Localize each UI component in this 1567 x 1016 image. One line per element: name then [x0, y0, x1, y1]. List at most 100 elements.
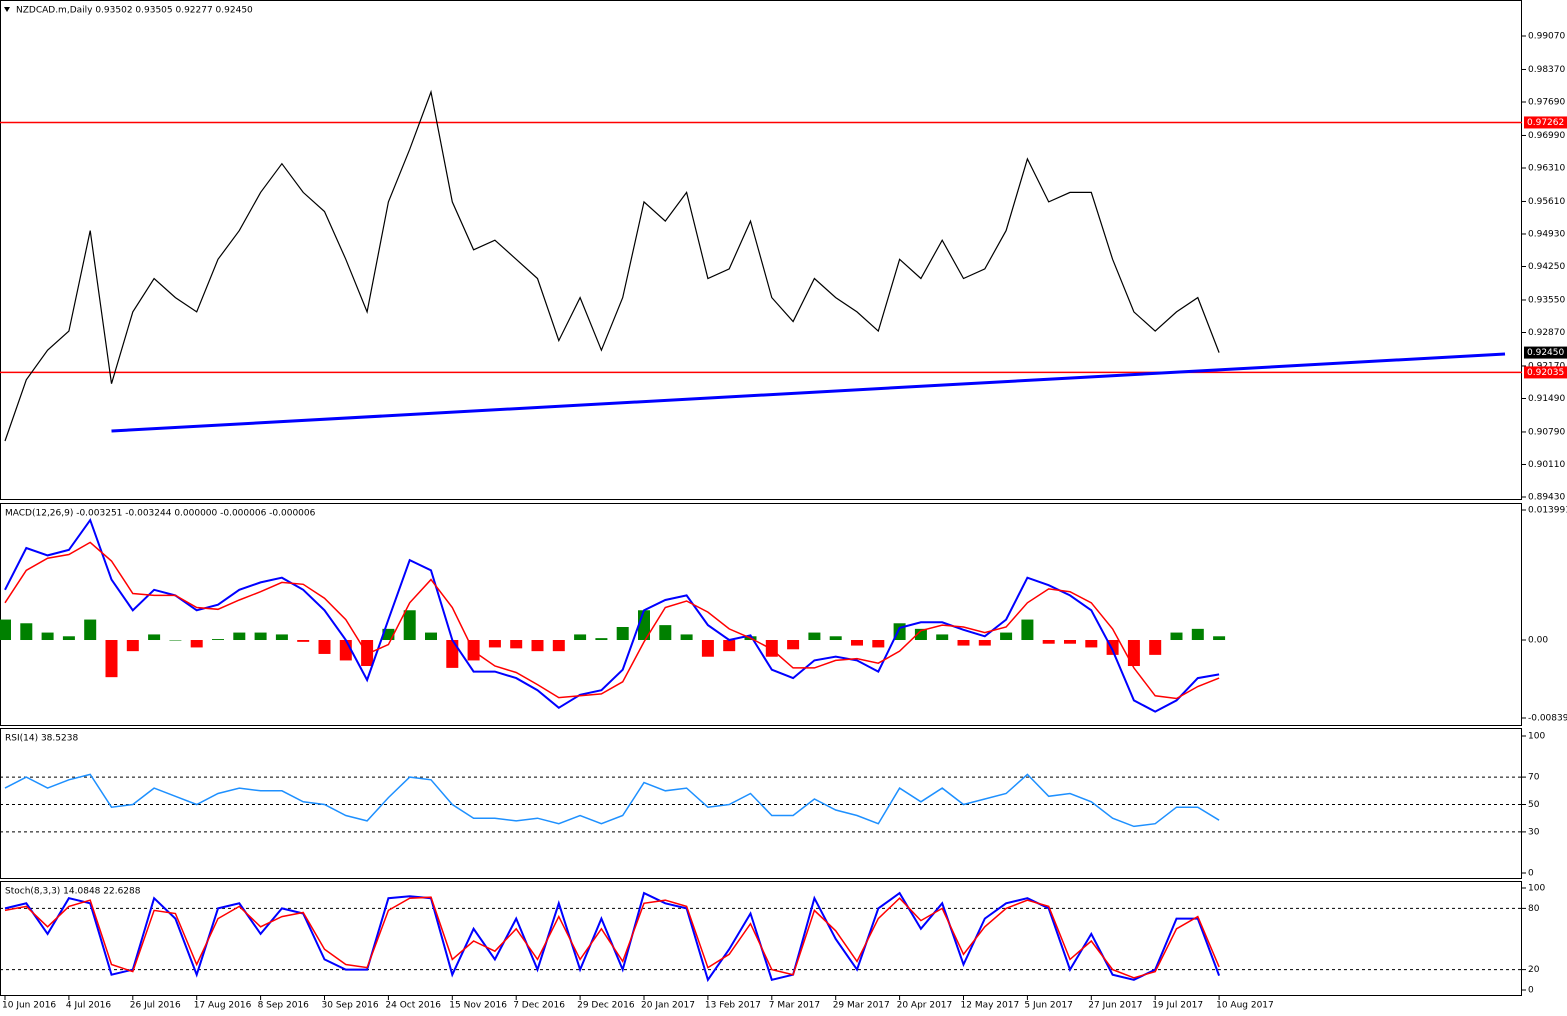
rsi-title: RSI(14) 38.5238: [5, 734, 78, 744]
x-tick-label: 17 Aug 2016: [194, 1001, 252, 1011]
x-tick-label: 24 Oct 2016: [385, 1001, 441, 1011]
histogram-bar: [914, 628, 927, 641]
histogram-bar: [233, 632, 246, 641]
histogram-bar: [148, 634, 161, 641]
y-tick-label: 70: [1528, 773, 1540, 783]
histogram-bar: [1021, 619, 1034, 641]
histogram-bar: [808, 632, 821, 641]
histogram-bar: [787, 640, 800, 650]
histogram-bar: [574, 634, 587, 641]
price-pane: [0, 0, 1522, 500]
histogram-bar: [20, 623, 33, 641]
series-line: [4, 891, 1221, 983]
histogram-bar: [403, 610, 416, 641]
x-tick-label: 30 Sep 2016: [322, 1001, 379, 1011]
x-tick-label: 29 Dec 2016: [577, 1001, 635, 1011]
stoch-pane: [0, 881, 1522, 996]
price-title: NZDCAD.m,Daily 0.93502 0.93505 0.92277 0…: [16, 6, 253, 16]
histogram-bar: [595, 638, 608, 641]
histogram-bar: [1042, 640, 1055, 644]
x-tick-label: 7 Dec 2016: [513, 1001, 565, 1011]
x-tick-label: 20 Apr 2017: [897, 1001, 953, 1011]
histogram-bar: [488, 640, 501, 648]
x-tick-label: 20 Jan 2017: [641, 1001, 695, 1011]
level-label: 0.92035: [1527, 368, 1564, 378]
series-line: [4, 541, 1220, 700]
histogram-bar: [659, 625, 672, 641]
histogram-bar: [169, 640, 182, 641]
y-tick-label: 50: [1528, 800, 1540, 810]
histogram-bar: [254, 632, 267, 641]
series-line: [4, 773, 1220, 828]
histogram-bar: [829, 636, 842, 641]
y-tick-label: 0.013991: [1528, 506, 1567, 516]
x-tick-label: 19 Jul 2017: [1152, 1001, 1203, 1011]
rsi-pane: [0, 728, 1522, 879]
y-tick-label: 0.92870: [1528, 328, 1565, 338]
y-tick-label: 0.90790: [1528, 427, 1565, 437]
macd-title: MACD(12,26,9) -0.003251 -0.003244 0.0000…: [5, 509, 316, 519]
y-tick-label: 0.94930: [1528, 229, 1565, 239]
x-tick-label: 26 Jul 2016: [130, 1001, 181, 1011]
histogram-bar: [126, 640, 139, 652]
histogram-bar: [190, 640, 203, 648]
trend-line: [111, 352, 1506, 433]
level-label: 0.97262: [1527, 118, 1564, 128]
histogram-bar: [1085, 640, 1098, 648]
histogram-bar: [936, 634, 949, 641]
histogram-bar: [1213, 636, 1226, 641]
y-tick-label: 30: [1528, 827, 1540, 837]
x-tick-label: 5 Jun 2017: [1024, 1001, 1072, 1011]
y-tick-label: 0.96990: [1528, 131, 1565, 141]
histogram-bar: [531, 640, 544, 652]
x-tick-label: 29 Mar 2017: [833, 1001, 890, 1011]
y-tick-label: 80: [1528, 904, 1540, 914]
histogram-bar: [616, 626, 629, 641]
x-tick-label: 27 Jun 2017: [1088, 1001, 1142, 1011]
histogram-bar: [872, 640, 885, 648]
histogram-bar: [339, 640, 352, 661]
x-tick-label: 10 Jun 2016: [2, 1001, 56, 1011]
price-badge-label: 0.92450: [1527, 348, 1564, 358]
level-badge: [1524, 116, 1567, 129]
histogram-bar: [41, 632, 54, 641]
price-badge: [1524, 346, 1567, 359]
histogram-bar: [0, 619, 11, 641]
histogram-bar: [1064, 640, 1076, 644]
histogram-bar: [723, 640, 736, 652]
y-tick-label: 100: [1528, 884, 1545, 894]
histogram-bar: [1149, 640, 1162, 655]
histogram-bar: [382, 628, 395, 641]
menu-arrow[interactable]: [4, 7, 10, 12]
y-tick-label: 0: [1528, 869, 1534, 879]
y-tick-label: 0.96310: [1528, 163, 1565, 173]
series-line: [4, 896, 1220, 979]
histogram-bar: [1000, 632, 1013, 641]
histogram-bar: [552, 640, 565, 652]
macd-pane: [0, 503, 1522, 726]
histogram-bar: [297, 640, 310, 642]
histogram-bar: [680, 634, 693, 641]
x-tick-label: 15 Nov 2016: [449, 1001, 507, 1011]
y-tick-label: 0.99070: [1528, 32, 1565, 42]
y-tick-label: 100: [1528, 732, 1545, 742]
x-tick-label: 8 Sep 2016: [258, 1001, 310, 1011]
histogram-bar: [701, 640, 714, 657]
histogram-bar: [105, 640, 118, 678]
y-tick-label: 20: [1528, 965, 1540, 975]
y-tick-label: 0.00: [1528, 636, 1548, 646]
histogram-bar: [62, 636, 75, 641]
y-tick-label: 0.90110: [1528, 460, 1565, 470]
histogram-bar: [1191, 628, 1204, 641]
y-tick-label: 0.89430: [1528, 493, 1565, 503]
histogram-bar: [957, 640, 970, 646]
histogram-bar: [425, 632, 437, 641]
y-tick-label: 0.95610: [1528, 197, 1565, 207]
y-tick-label: 0.97690: [1528, 97, 1565, 107]
histogram-bar: [978, 640, 991, 646]
x-tick-label: 10 Aug 2017: [1216, 1001, 1274, 1011]
x-tick-label: 13 Feb 2017: [705, 1001, 761, 1011]
series-line: [4, 517, 1220, 713]
histogram-bar: [765, 640, 778, 657]
